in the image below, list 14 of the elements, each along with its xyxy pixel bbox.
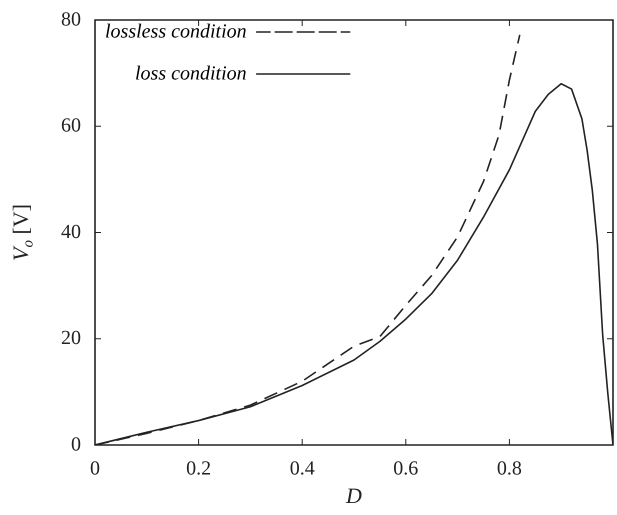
x-tick-label: 0.2	[186, 457, 212, 480]
y-tick-label: 40	[61, 220, 81, 243]
x-tick-label: 0.6	[393, 457, 418, 480]
y-tick-label: 20	[61, 327, 81, 349]
legend-label: lossless condition	[105, 20, 247, 42]
x-tick-label: 0.4	[290, 457, 315, 480]
legend-label: loss condition	[135, 62, 247, 84]
x-axis-title: D	[345, 482, 362, 508]
x-tick-label: 0.8	[496, 457, 522, 480]
y-tick-label: 60	[61, 114, 81, 136]
y-tick-label: 0	[71, 433, 81, 456]
x-tick-label: 0	[90, 457, 100, 480]
y-axis-title: Vo [V]	[8, 204, 37, 261]
y-tick-label: 80	[61, 8, 81, 30]
